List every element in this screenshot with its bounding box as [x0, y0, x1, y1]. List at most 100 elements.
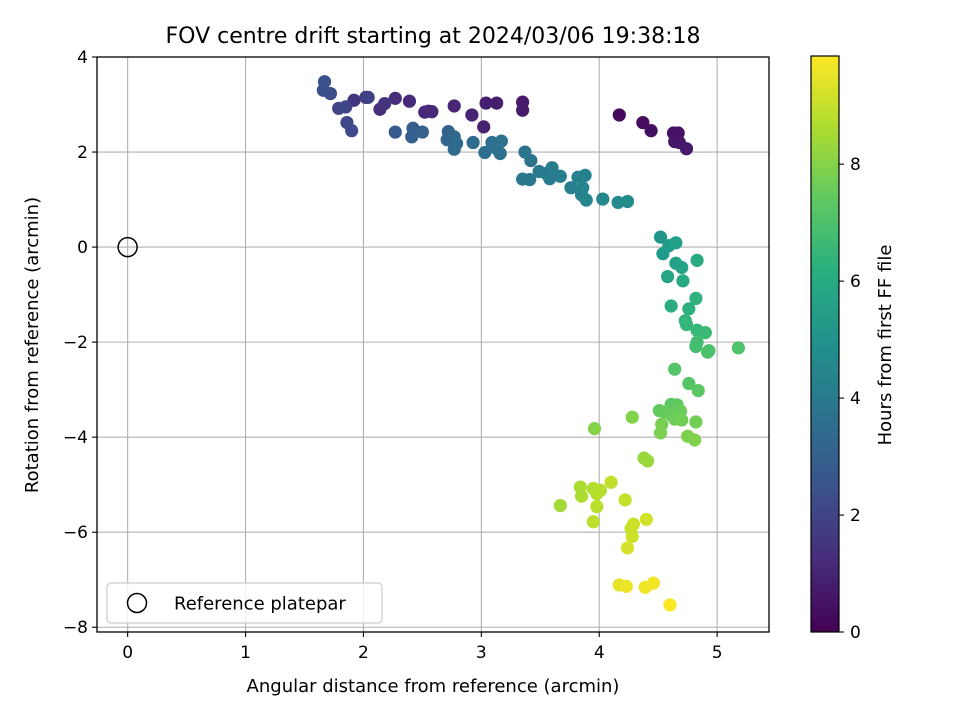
data-point: [378, 96, 392, 111]
data-point: [361, 90, 375, 104]
colorbar-tick-label: 8: [850, 155, 861, 175]
data-point: [543, 172, 557, 186]
data-point: [590, 499, 604, 514]
data-point: [689, 415, 703, 429]
y-tick-label: −2: [63, 333, 88, 353]
y-tick-label: −8: [63, 618, 88, 638]
y-tick-label: 4: [77, 48, 88, 68]
legend-label: Reference platepar: [174, 594, 346, 615]
data-point: [415, 125, 429, 139]
data-point: [731, 341, 745, 355]
data-point: [579, 193, 593, 207]
x-tick-label: 3: [476, 643, 487, 663]
data-point: [586, 515, 600, 529]
colorbar-tick-label: 4: [850, 389, 861, 409]
grid-lines: [97, 56, 769, 632]
data-point: [620, 194, 635, 209]
data-point: [653, 426, 668, 440]
data-point: [479, 96, 493, 110]
data-point: [689, 339, 703, 354]
reference-point: [117, 236, 138, 258]
data-point: [465, 108, 479, 122]
data-point: [618, 493, 632, 507]
data-point: [574, 489, 589, 503]
data-point: [524, 153, 538, 168]
data-point: [701, 345, 715, 359]
data-point: [493, 146, 507, 161]
data-point: [516, 103, 530, 117]
legend-box: [106, 582, 383, 624]
y-axis-label: Rotation from reference (arcmin): [22, 197, 43, 493]
data-point: [644, 124, 658, 138]
plot-frame: [96, 56, 770, 633]
data-point: [663, 598, 677, 612]
data-point: [405, 130, 419, 144]
legend: Reference platepar: [106, 582, 383, 624]
data-point: [593, 483, 608, 497]
data-point: [402, 94, 417, 108]
data-point: [466, 135, 480, 150]
data-point: [447, 142, 461, 156]
data-point: [625, 410, 639, 424]
data-point: [636, 115, 650, 130]
data-point: [545, 161, 559, 175]
data-point: [689, 291, 703, 306]
colorbar-tick-label: 6: [850, 272, 861, 292]
data-point: [639, 512, 653, 526]
x-tick-label: 1: [240, 643, 251, 663]
data-point: [640, 454, 655, 468]
legend-marker: [126, 592, 148, 614]
data-point: [494, 134, 508, 148]
data-point: [679, 142, 694, 156]
data-point: [553, 498, 567, 513]
data-point: [675, 260, 689, 275]
data-point: [490, 96, 504, 110]
colorbar-ticks: 0 2 4 6 8: [839, 155, 861, 643]
data-point: [664, 299, 678, 313]
data-point: [612, 108, 626, 122]
data-point: [625, 529, 639, 544]
x-tick-label: 4: [594, 643, 605, 663]
data-point: [688, 433, 702, 447]
data-point: [653, 230, 668, 244]
data-point: [447, 99, 461, 113]
data-point: [620, 541, 635, 555]
data-point: [553, 169, 567, 183]
data-point: [564, 181, 578, 195]
data-point: [679, 317, 694, 332]
data-point: [576, 181, 590, 195]
data-point: [578, 168, 592, 182]
data-point: [523, 173, 537, 187]
data-point: [596, 192, 610, 206]
y-tick-label: −4: [63, 428, 88, 448]
data-point: [668, 362, 682, 376]
colorbar-tick-label: 0: [850, 623, 861, 643]
colorbar: 0 2 4 6 8 Hours from first FF file: [810, 55, 896, 643]
data-points: [316, 75, 745, 612]
chart-title: FOV centre drift starting at 2024/03/06 …: [166, 24, 701, 49]
data-point: [587, 422, 602, 436]
data-point: [339, 100, 353, 114]
colorbar-label: Hours from first FF file: [875, 245, 896, 446]
x-tick-label: 0: [122, 643, 133, 663]
data-point: [675, 413, 689, 427]
data-point: [661, 269, 675, 284]
data-point: [317, 75, 332, 89]
data-point: [478, 145, 492, 160]
x-axis-ticks: 0 1 2 3 4 5: [122, 632, 723, 663]
y-tick-label: 2: [77, 143, 88, 163]
x-tick-label: 5: [712, 643, 723, 663]
data-point: [669, 236, 683, 250]
data-point: [388, 91, 402, 105]
data-point: [388, 125, 402, 139]
y-tick-label: −6: [63, 523, 88, 543]
data-point: [698, 326, 712, 340]
y-tick-label: 0: [77, 238, 88, 258]
data-point: [345, 124, 359, 138]
data-point: [682, 376, 696, 391]
data-point: [676, 274, 690, 288]
data-point: [690, 253, 704, 267]
data-point: [626, 517, 641, 531]
